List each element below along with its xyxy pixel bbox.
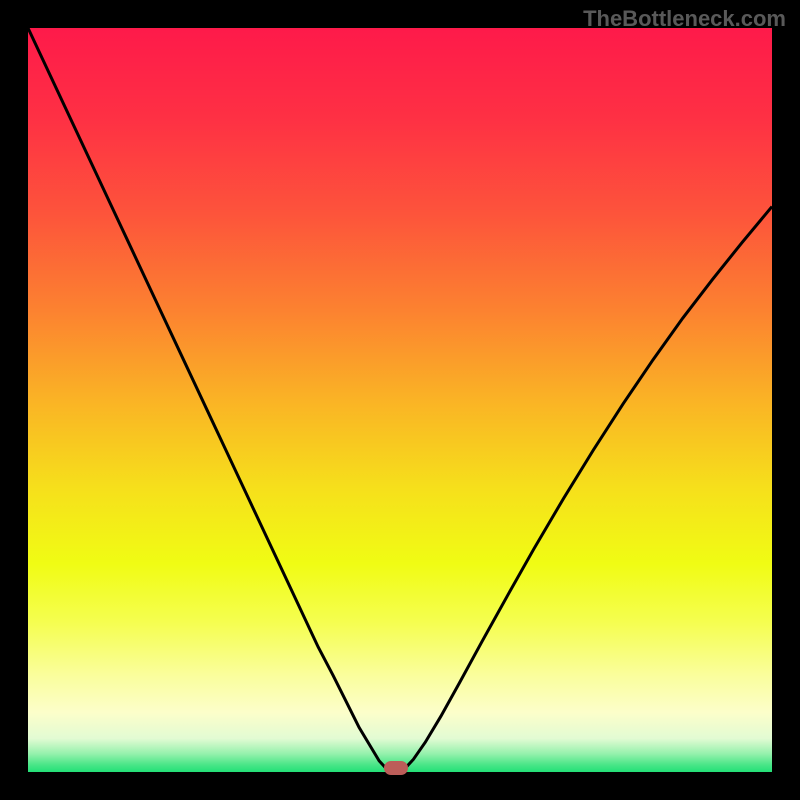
watermark-text: TheBottleneck.com [583,6,786,32]
optimal-point-marker [384,761,408,775]
chart-frame: TheBottleneck.com [0,0,800,800]
bottleneck-curve [28,28,772,772]
plot-area [28,28,772,772]
